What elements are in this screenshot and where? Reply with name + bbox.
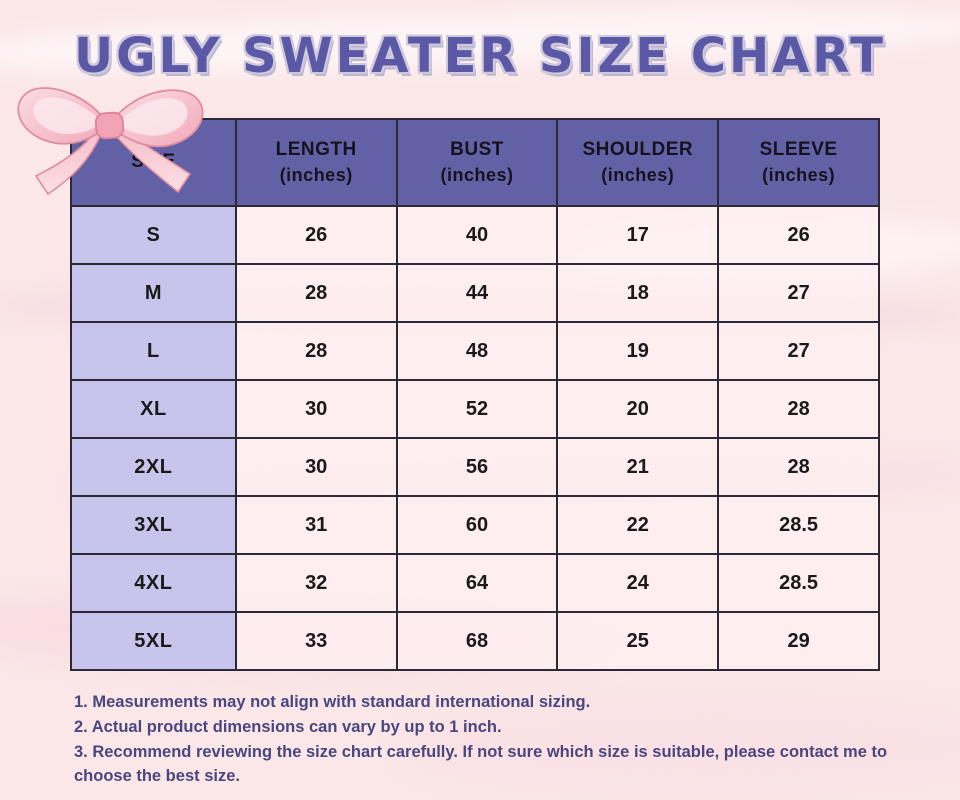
header-unit: (inches) (440, 165, 514, 186)
table-row: XL 30 52 20 28 (72, 379, 878, 437)
shoulder-cell: 22 (556, 497, 718, 553)
length-cell: 26 (234, 207, 396, 263)
size-cell: M (72, 265, 235, 321)
page-title: UGLY SWEATER SIZE CHART (74, 28, 886, 84)
header-cell-bust: BUST (inches) (395, 120, 557, 205)
shoulder-cell: 17 (556, 207, 718, 263)
table-body: S 26 40 17 26 M 28 44 18 27 L 28 48 19 2… (72, 205, 878, 669)
sleeve-cell: 28.5 (717, 555, 878, 611)
sleeve-cell: 27 (717, 323, 878, 379)
header-label: BUST (450, 138, 504, 160)
length-cell: 28 (234, 265, 396, 321)
bust-cell: 68 (395, 613, 557, 669)
sleeve-cell: 29 (717, 613, 878, 669)
note-line: 1. Measurements may not align with stand… (74, 693, 591, 711)
size-cell: S (72, 207, 235, 263)
shoulder-cell: 19 (556, 323, 718, 379)
length-cell: 30 (234, 381, 396, 437)
table-row: 2XL 30 56 21 28 (72, 437, 878, 495)
shoulder-cell: 25 (556, 613, 718, 669)
sleeve-cell: 28.5 (717, 497, 878, 553)
table-row: M 28 44 18 27 (72, 263, 878, 321)
header-cell-size: SIZE (72, 120, 235, 205)
header-label: SIZE (131, 151, 176, 173)
shoulder-cell: 18 (556, 265, 718, 321)
shoulder-cell: 20 (556, 381, 718, 437)
table-row: S 26 40 17 26 (72, 205, 878, 263)
length-cell: 30 (234, 439, 396, 495)
sleeve-cell: 28 (717, 439, 878, 495)
size-cell: 4XL (72, 555, 235, 611)
size-chart-table: SIZE LENGTH (inches) BUST (inches) SHOULDE… (70, 118, 880, 671)
size-cell: XL (72, 381, 235, 437)
note-line: 2. Actual product dimensions can vary by… (74, 717, 502, 736)
length-cell: 31 (234, 497, 396, 553)
header-label: LENGTH (275, 138, 357, 160)
bust-cell: 44 (395, 265, 557, 321)
length-cell: 28 (234, 323, 396, 379)
header-cell-length: LENGTH (inches) (234, 120, 396, 205)
length-cell: 32 (234, 555, 396, 611)
table-row: 3XL 31 60 22 28.5 (72, 495, 878, 553)
header-unit: (inches) (762, 165, 836, 186)
header-cell-sleeve: SLEEVE (inches) (717, 120, 878, 205)
bust-cell: 56 (395, 439, 557, 495)
bust-cell: 60 (395, 497, 557, 553)
sleeve-cell: 26 (717, 207, 878, 263)
size-cell: 5XL (72, 613, 235, 669)
notes-section: 1. Measurements may not align with stand… (74, 690, 906, 789)
size-cell: 2XL (72, 439, 235, 495)
header-unit: (inches) (601, 165, 675, 186)
header-label: SHOULDER (582, 138, 694, 160)
table-header-row: SIZE LENGTH (inches) BUST (inches) SHOULDE… (72, 120, 878, 205)
bust-cell: 40 (395, 207, 557, 263)
size-cell: L (72, 323, 235, 379)
table-row: 5XL 33 68 25 29 (72, 611, 878, 669)
bust-cell: 64 (395, 555, 557, 611)
size-cell: 3XL (72, 497, 235, 553)
shoulder-cell: 21 (556, 439, 718, 495)
header-unit: (inches) (279, 165, 353, 186)
sleeve-cell: 28 (717, 381, 878, 437)
table-row: 4XL 32 64 24 28.5 (72, 553, 878, 611)
header-label: SLEEVE (759, 138, 838, 160)
header-cell-shoulder: SHOULDER (inches) (556, 120, 717, 205)
sleeve-cell: 27 (717, 265, 878, 321)
length-cell: 33 (234, 613, 396, 669)
table-row: L 28 48 19 27 (72, 321, 878, 379)
note-line: 3. Recommend reviewing the size chart ca… (74, 742, 888, 786)
bust-cell: 48 (395, 323, 557, 379)
shoulder-cell: 24 (556, 555, 718, 611)
bust-cell: 52 (395, 381, 557, 437)
